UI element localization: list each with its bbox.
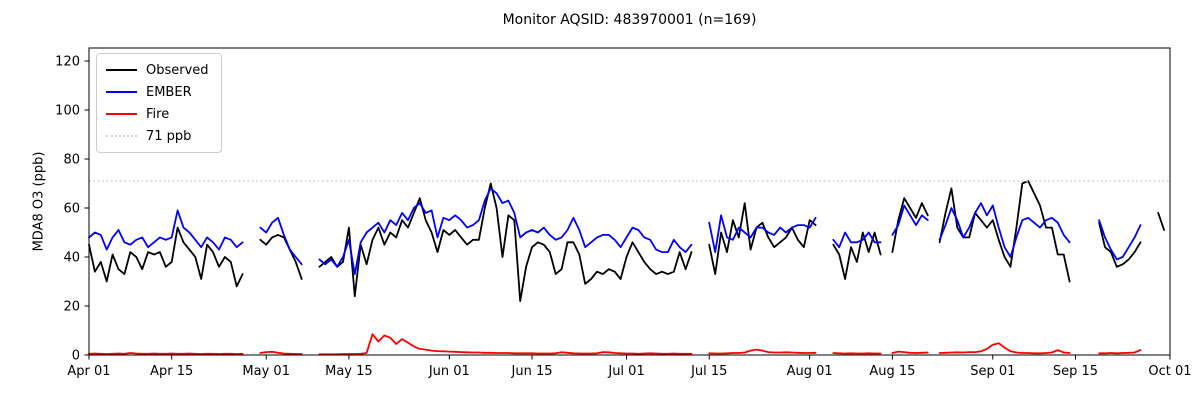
series-line-observed: [88, 180, 1165, 302]
y-tick-label: 0: [72, 349, 80, 364]
x-tick-label: Aug 15: [869, 364, 915, 379]
x-tick-label: Sep 01: [970, 364, 1015, 379]
x-tick-label: May 15: [325, 364, 373, 379]
fire-line-swatch: [106, 113, 137, 115]
legend-label-fire: Fire: [146, 106, 170, 122]
y-tick-label: 80: [63, 152, 80, 167]
y-tick-label: 120: [55, 54, 80, 69]
series-line-fire: [88, 333, 1142, 356]
x-tick-label: Apr 01: [67, 364, 110, 379]
series-line-ember: [88, 187, 1142, 275]
x-tick-label: Oct 01: [1148, 364, 1191, 379]
x-tick-label: Jul 15: [690, 364, 727, 379]
legend-item-observed: Observed: [106, 59, 209, 81]
y-tick-label: 40: [63, 250, 80, 265]
y-tick-label: 60: [63, 201, 80, 216]
plot-frame: [88, 47, 1171, 356]
legend-item-fire: Fire: [106, 103, 209, 125]
legend-label-threshold: 71 ppb: [146, 128, 192, 144]
chart-title: Monitor AQSID: 483970001 (n=169): [502, 12, 757, 28]
x-tick-label: Jun 15: [511, 364, 553, 379]
x-tick-label: Jul 01: [607, 364, 644, 379]
legend-item-threshold: 71 ppb: [106, 125, 209, 147]
legend: Observed EMBER Fire 71 ppb: [96, 53, 222, 153]
x-tick-label: May 01: [242, 364, 290, 379]
x-tick-label: Sep 15: [1053, 364, 1098, 379]
x-tick-label: Apr 15: [150, 364, 193, 379]
threshold-line-swatch: [106, 135, 137, 137]
x-tick-label: Aug 01: [787, 364, 833, 379]
ember-line-swatch: [106, 91, 137, 93]
x-tick-label: Jun 01: [428, 364, 470, 379]
y-tick-label: 100: [55, 103, 80, 118]
legend-label-observed: Observed: [146, 62, 209, 78]
observed-line-swatch: [106, 69, 137, 71]
y-tick-label: 20: [63, 299, 80, 314]
legend-item-ember: EMBER: [106, 81, 209, 103]
legend-label-ember: EMBER: [146, 84, 192, 100]
